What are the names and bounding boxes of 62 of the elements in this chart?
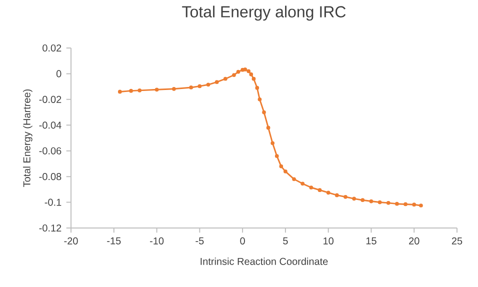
point [262, 110, 266, 114]
point [232, 73, 236, 77]
x-tick-label: 15 [366, 237, 376, 244]
point [249, 72, 254, 76]
point [118, 90, 122, 94]
point [274, 154, 279, 158]
x-tick-label: -20 [64, 237, 78, 244]
point [189, 86, 194, 90]
point [252, 76, 256, 81]
point [129, 88, 133, 93]
point [419, 204, 423, 208]
point [292, 177, 296, 182]
x-tick-label: 20 [409, 237, 420, 244]
point [258, 97, 262, 102]
y-tick-label: 0 [56, 70, 62, 78]
y-axis-title: Total Energy (Hartree) [23, 89, 32, 187]
point [318, 188, 322, 192]
chart-title: Total Energy along IRC [182, 6, 346, 21]
x-tick-label: 5 [283, 237, 288, 244]
point [138, 88, 142, 92]
point [334, 193, 339, 198]
point [386, 200, 390, 205]
point [172, 86, 176, 91]
point [154, 88, 159, 92]
point [223, 76, 228, 81]
x-tick-label: 25 [452, 237, 462, 244]
x-axis-title: Intrinsic Reaction Coordinate [200, 258, 328, 265]
point [284, 169, 288, 174]
point [214, 80, 219, 84]
y-tick-label: -0.06 [39, 147, 62, 154]
y-tick-label: -0.1 [44, 198, 62, 206]
point [344, 194, 348, 199]
x-tick-label: -15 [107, 237, 121, 244]
point [279, 164, 284, 168]
point [270, 141, 275, 146]
point [404, 202, 408, 206]
y-tick-label: -0.04 [39, 122, 62, 129]
y-tick-label: -0.12 [39, 224, 62, 232]
x-tick-label: 0 [240, 237, 245, 244]
point [378, 200, 382, 204]
point [326, 190, 330, 195]
point [352, 196, 356, 201]
point [246, 69, 250, 74]
point [206, 82, 210, 87]
point [412, 202, 416, 207]
point [369, 199, 374, 204]
y-tick-label: 0.02 [42, 44, 62, 52]
point [255, 86, 260, 90]
y-tick-label: -0.08 [39, 173, 62, 180]
point [360, 198, 365, 202]
point [236, 70, 240, 74]
point [309, 186, 314, 190]
point [266, 126, 270, 130]
point [240, 68, 244, 72]
point [395, 202, 399, 206]
y-tick-label: -0.02 [39, 96, 62, 103]
x-tick-label: 10 [324, 237, 334, 244]
x-tick-label: -5 [196, 237, 204, 244]
point [198, 84, 202, 88]
x-tick-label: -10 [150, 237, 164, 244]
point [300, 182, 305, 186]
point [243, 68, 248, 72]
